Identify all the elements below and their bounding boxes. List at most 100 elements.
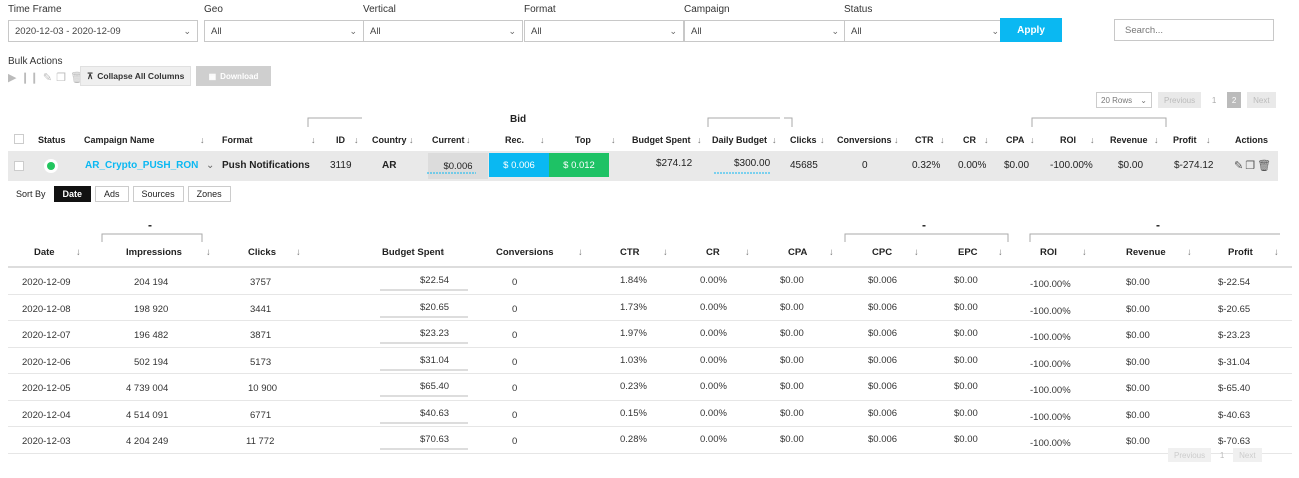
sort-arrow-icon[interactable]: ↓ — [296, 247, 301, 258]
col-daily-budget[interactable]: Daily Budget — [712, 135, 768, 145]
page-1-button[interactable]: 1 — [1211, 95, 1217, 105]
sort-by-ads-button[interactable]: Ads — [95, 186, 129, 202]
col-revenue[interactable]: Revenue — [1126, 247, 1166, 258]
sort-arrow-icon[interactable]: ↓ — [998, 247, 1003, 258]
sort-arrow-icon[interactable]: ↓ — [466, 135, 471, 145]
col-impressions[interactable]: Impressions — [126, 247, 182, 258]
sort-arrow-icon[interactable]: ↓ — [409, 135, 414, 145]
edit-icon[interactable]: ✎ — [42, 72, 53, 84]
col-clicks[interactable]: Clicks — [790, 135, 817, 145]
col-cr[interactable]: CR — [706, 247, 720, 258]
sort-arrow-icon[interactable]: ↓ — [1082, 247, 1087, 258]
sort-arrow-icon[interactable]: ↓ — [311, 135, 316, 145]
collapse-all-columns-button[interactable]: ⊼ Collapse All Columns — [80, 66, 192, 86]
sort-arrow-icon[interactable]: ↓ — [914, 247, 919, 258]
col-id[interactable]: ID — [336, 135, 345, 145]
bid-rec-button[interactable]: $ 0.006 — [489, 153, 549, 177]
sort-arrow-icon[interactable]: ↓ — [1187, 247, 1192, 258]
expand-chevron-icon[interactable]: ⌄ — [206, 160, 215, 171]
col-budget-spent[interactable]: Budget Spent — [382, 247, 444, 258]
pause-icon[interactable]: ❙❙ — [20, 72, 39, 84]
sort-arrow-icon[interactable]: ↓ — [200, 135, 205, 145]
col-profit[interactable]: Profit — [1173, 135, 1197, 145]
format-select[interactable]: All ⌄ — [524, 20, 684, 42]
sort-arrow-icon[interactable]: ↓ — [697, 135, 702, 145]
sort-arrow-icon[interactable]: ↓ — [1154, 135, 1159, 145]
col-roi[interactable]: ROI — [1060, 135, 1077, 145]
sort-arrow-icon[interactable]: ↓ — [772, 135, 777, 145]
sort-arrow-icon[interactable]: ↓ — [578, 247, 583, 258]
col-ctr[interactable]: CTR — [915, 135, 934, 145]
time-frame-select[interactable]: 2020-12-03 - 2020-12-09 ⌄ — [8, 20, 198, 42]
campaign-select[interactable]: All ⌄ — [684, 20, 846, 42]
bid-current-input[interactable]: $0.006 — [428, 153, 488, 179]
status-active-indicator[interactable] — [44, 159, 58, 173]
vertical-select[interactable]: All ⌄ — [363, 20, 523, 42]
col-roi[interactable]: ROI — [1040, 247, 1057, 258]
sort-arrow-icon[interactable]: ↓ — [829, 247, 834, 258]
trash-icon[interactable]: 🗑 — [1257, 160, 1274, 172]
col-cpa[interactable]: CPA — [1006, 135, 1025, 145]
sort-arrow-icon[interactable]: ↓ — [441, 247, 446, 258]
sort-arrow-icon[interactable]: ↓ — [1090, 135, 1095, 145]
page-1-button[interactable]: 1 — [1219, 450, 1225, 460]
col-conversions[interactable]: Conversions — [496, 247, 554, 258]
col-cr[interactable]: CR — [963, 135, 976, 145]
sort-arrow-icon[interactable]: ↓ — [894, 135, 899, 145]
status-select[interactable]: All ⌄ — [844, 20, 1006, 42]
col-bid-top[interactable]: Top — [575, 135, 591, 145]
col-bid-current[interactable]: Current — [432, 135, 465, 145]
bid-top-button[interactable]: $ 0.012 — [549, 153, 609, 177]
col-date[interactable]: Date — [34, 247, 55, 258]
sort-arrow-icon[interactable]: ↓ — [1274, 247, 1279, 258]
sort-arrow-icon[interactable]: ↓ — [540, 135, 545, 145]
row-checkbox[interactable] — [14, 161, 24, 171]
sort-arrow-icon[interactable]: ↓ — [206, 247, 211, 258]
previous-page-button[interactable]: Previous — [1168, 448, 1212, 462]
col-revenue[interactable]: Revenue — [1110, 135, 1148, 145]
col-country[interactable]: Country — [372, 135, 407, 145]
select-all-checkbox[interactable] — [14, 134, 24, 144]
col-clicks[interactable]: Clicks — [248, 247, 276, 258]
previous-page-button[interactable]: Previous — [1158, 92, 1202, 108]
campaign-row[interactable]: AR_Crypto_PUSH_RON ⌄ Push Notifications … — [8, 151, 1278, 181]
sort-by-sources-button[interactable]: Sources — [132, 186, 184, 202]
sort-arrow-icon[interactable]: ↓ — [611, 135, 616, 145]
sort-arrow-icon[interactable]: ↓ — [76, 247, 81, 258]
sort-arrow-icon[interactable]: ↓ — [984, 135, 989, 145]
col-bid-rec[interactable]: Rec. — [505, 135, 525, 145]
copy-icon[interactable]: ❐ — [56, 72, 66, 84]
copy-icon[interactable]: ❐ — [1245, 160, 1258, 172]
page-2-button[interactable]: 2 — [1227, 92, 1242, 108]
sort-by-zones-button[interactable]: Zones — [187, 186, 231, 202]
col-cpa[interactable]: CPA — [788, 247, 808, 258]
geo-select[interactable]: All ⌄ — [204, 20, 364, 42]
col-epc[interactable]: EPC — [958, 247, 978, 258]
col-cpc[interactable]: CPC — [872, 247, 893, 258]
sort-arrow-icon[interactable]: ↓ — [940, 135, 945, 145]
rows-per-page-select[interactable]: 20 Rows ⌄ — [1096, 92, 1152, 108]
col-ctr[interactable]: CTR — [620, 247, 640, 258]
col-status[interactable]: Status — [38, 135, 66, 145]
col-budget-spent[interactable]: Budget Spent — [632, 135, 691, 145]
sort-arrow-icon[interactable]: ↓ — [354, 135, 359, 145]
col-profit[interactable]: Profit — [1228, 247, 1253, 258]
search-input[interactable]: Search... — [1114, 19, 1274, 41]
play-icon[interactable]: ▶ — [8, 72, 17, 84]
campaign-daily-budget[interactable]: $300.00 — [734, 158, 771, 169]
sort-by-date-button[interactable]: Date — [53, 186, 92, 202]
apply-button[interactable]: Apply — [1000, 18, 1062, 42]
edit-icon[interactable]: ✎ — [1234, 160, 1246, 172]
col-campaign-name[interactable]: Campaign Name — [84, 135, 155, 145]
col-format[interactable]: Format — [222, 135, 253, 145]
sort-arrow-icon[interactable]: ↓ — [820, 135, 825, 145]
sort-arrow-icon[interactable]: ↓ — [745, 247, 750, 258]
sort-arrow-icon[interactable]: ↓ — [1030, 135, 1035, 145]
sort-arrow-icon[interactable]: ↓ — [663, 247, 668, 258]
sort-arrow-icon[interactable]: ↓ — [1206, 135, 1211, 145]
next-page-button[interactable]: Next — [1247, 92, 1276, 108]
col-conversions[interactable]: Conversions — [837, 135, 892, 145]
campaign-name-link[interactable]: AR_Crypto_PUSH_RON — [85, 160, 199, 171]
next-page-button[interactable]: Next — [1233, 448, 1262, 462]
download-button[interactable]: ▦ Download — [196, 66, 271, 86]
